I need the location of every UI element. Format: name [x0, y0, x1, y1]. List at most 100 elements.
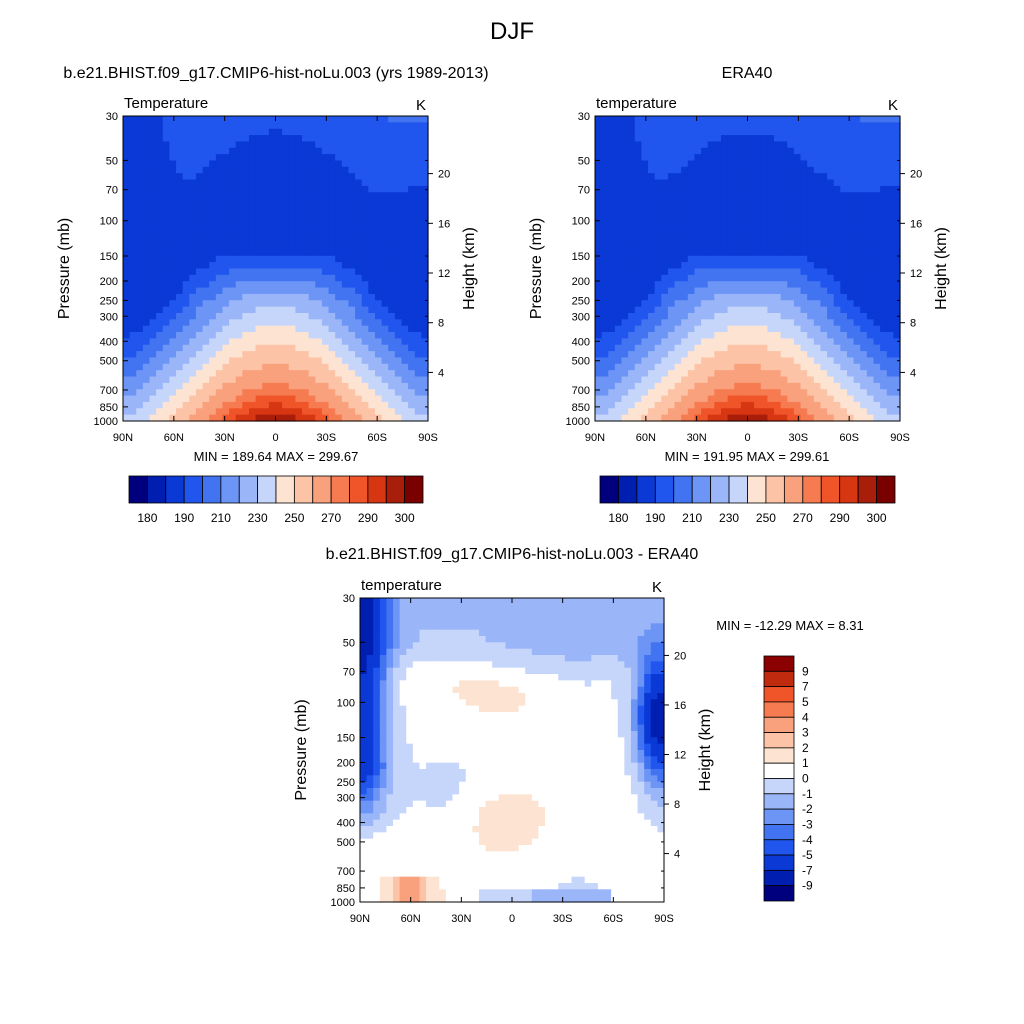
field-cell	[866, 154, 875, 162]
field-cell	[747, 249, 755, 257]
field-cell	[641, 357, 649, 365]
field-cell	[800, 395, 808, 403]
field-cell	[399, 610, 407, 618]
field-cell	[262, 224, 270, 231]
field-cell	[222, 357, 230, 365]
field-cell	[840, 160, 848, 168]
field-cell	[727, 408, 735, 416]
field-cell	[308, 332, 316, 339]
field-cell	[793, 116, 802, 123]
field-cell	[873, 166, 881, 174]
field-cell	[774, 395, 782, 403]
field-cell	[714, 128, 722, 136]
field-cell	[202, 173, 210, 181]
field-cell	[321, 414, 330, 422]
field-cell	[807, 262, 815, 270]
field-cell	[780, 344, 788, 352]
field-cell	[288, 401, 296, 409]
field-cell	[302, 166, 310, 174]
field-cell	[406, 610, 414, 618]
field-cell	[149, 185, 157, 193]
field-cell	[687, 128, 696, 136]
field-cell	[426, 598, 434, 605]
field-cell	[760, 344, 768, 352]
field-cell	[136, 249, 144, 257]
field-cell	[734, 147, 742, 155]
field-cell	[401, 376, 409, 384]
field-cell	[727, 179, 735, 187]
field-cell	[800, 135, 808, 143]
field-cell	[156, 122, 164, 130]
field-cell	[780, 135, 788, 143]
field-cell	[262, 255, 270, 263]
field-cell	[195, 344, 204, 352]
field-cell	[374, 312, 383, 320]
field-cell	[235, 236, 243, 244]
field-cell	[401, 395, 409, 403]
field-cell	[492, 636, 500, 643]
field-cell	[886, 300, 894, 308]
field-cell	[754, 211, 762, 219]
field-cell	[235, 141, 243, 149]
field-cell	[379, 629, 388, 637]
field-cell	[399, 636, 407, 643]
field-cell	[714, 274, 722, 282]
field-cell	[760, 217, 768, 225]
field-cell	[282, 319, 290, 327]
field-cell	[714, 332, 722, 339]
field-cell	[361, 389, 369, 397]
field-cell	[421, 300, 429, 308]
field-cell	[611, 598, 619, 605]
field-cell	[780, 332, 788, 339]
field-cell	[156, 217, 164, 225]
field-cell	[833, 408, 841, 416]
field-cell	[727, 293, 735, 301]
field-cell	[787, 243, 795, 251]
field-cell	[176, 160, 184, 168]
field-cell	[295, 370, 303, 378]
field-cell	[295, 414, 303, 422]
field-cell	[129, 262, 137, 270]
field-cell	[687, 401, 696, 409]
field-cell	[667, 249, 676, 257]
colorbar-label: 300	[867, 511, 887, 525]
field-cell	[648, 401, 656, 409]
field-cell	[880, 287, 888, 295]
field-cell	[394, 243, 403, 251]
field-cell	[595, 351, 603, 359]
field-cell	[621, 332, 629, 339]
field-cell	[886, 389, 894, 397]
field-cell	[176, 255, 184, 263]
field-cell	[667, 414, 676, 422]
field-cell	[328, 332, 336, 339]
field-cell	[734, 293, 742, 301]
field-cell	[853, 281, 861, 289]
field-cell	[215, 147, 224, 155]
field-cell	[255, 300, 263, 308]
field-cell	[727, 344, 735, 352]
field-cell	[275, 293, 283, 301]
field-cell	[341, 287, 350, 295]
field-cell	[335, 154, 343, 162]
field-cell	[595, 160, 603, 168]
field-cell	[873, 300, 881, 308]
field-cell	[681, 160, 689, 168]
field-cell	[793, 255, 802, 263]
field-cell	[335, 293, 343, 301]
field-cell	[156, 179, 164, 187]
field-cell	[813, 192, 822, 200]
field-cell	[302, 389, 310, 397]
field-cell	[787, 249, 795, 257]
field-cell	[315, 243, 323, 251]
field-cell	[335, 401, 343, 409]
field-cell	[315, 281, 323, 289]
field-cell	[315, 185, 323, 193]
field-cell	[595, 395, 603, 403]
field-cell	[827, 135, 835, 143]
field-cell	[222, 332, 230, 339]
field-cell	[335, 135, 343, 143]
field-cell	[315, 293, 323, 301]
field-cell	[624, 623, 632, 631]
field-cell	[379, 623, 388, 631]
field-cell	[774, 230, 782, 238]
